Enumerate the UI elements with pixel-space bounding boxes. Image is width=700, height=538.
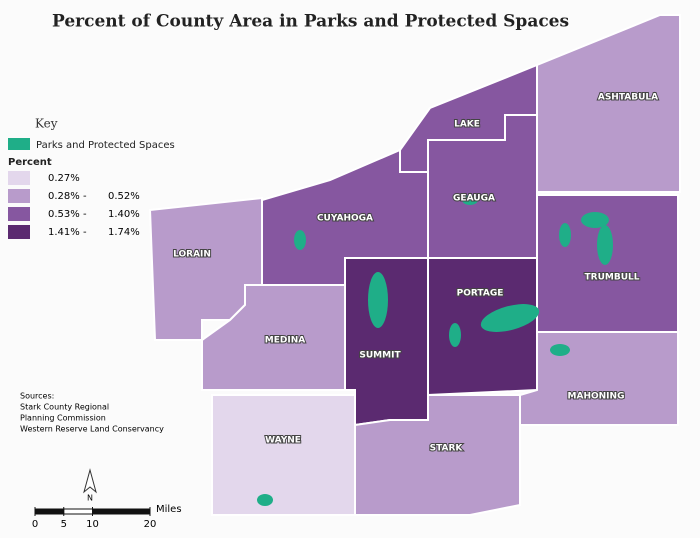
county-label: MAHONING xyxy=(568,392,625,402)
source-line: Stark County Regional xyxy=(20,403,109,412)
legend-to: 0.52% xyxy=(108,191,140,202)
scale-bar: 0 5 10 20 Miles xyxy=(32,504,182,530)
county-label: STARK xyxy=(430,444,464,454)
scale-label: 20 xyxy=(144,519,157,530)
legend-to: 1.74% xyxy=(108,227,140,238)
title: Percent of County Area in Parks and Prot… xyxy=(52,12,569,32)
scale-segment xyxy=(63,508,93,515)
park xyxy=(597,225,613,265)
legend-swatch xyxy=(8,207,30,221)
parks-swatch xyxy=(8,138,30,150)
county-label: MEDINA xyxy=(265,336,305,346)
park xyxy=(257,494,273,506)
legend-from: 0.28% - xyxy=(48,191,87,202)
scale-segment xyxy=(92,508,151,515)
legend-from: 0.27% xyxy=(48,173,80,184)
north-label: N xyxy=(87,494,93,503)
legend: 0.27% 0.28% - 0.52% 0.53% - 1.40% 1.41% - 1.74… xyxy=(8,171,140,239)
scale-unit: Miles xyxy=(156,504,182,515)
park xyxy=(368,272,388,328)
park xyxy=(480,304,540,332)
county-label: ASHTABULA xyxy=(598,93,658,103)
county-label: LORAIN xyxy=(173,250,211,260)
park xyxy=(449,323,461,347)
county xyxy=(344,257,429,427)
scale-label: 10 xyxy=(86,519,99,530)
legend-swatch xyxy=(8,189,30,203)
park xyxy=(294,230,306,250)
legend-from: 1.41% - xyxy=(48,227,87,238)
source-line: Sources: xyxy=(20,392,54,401)
legend-swatch xyxy=(8,225,30,239)
county-labels: ASHTABULA LAKE GEAUGA CUYAHOGA LORAIN MEDINA S… xyxy=(172,92,659,455)
county xyxy=(201,284,346,391)
county-label: SUMMIT xyxy=(359,351,401,361)
source-line: Planning Commission xyxy=(20,414,106,423)
county-label: WAYNE xyxy=(265,436,301,446)
source-line: Western Reserve Land Conservancy xyxy=(20,425,164,434)
county xyxy=(519,331,679,426)
north-arrow xyxy=(83,468,97,494)
county-label: GEAUGA xyxy=(453,194,495,204)
scale-label: 0 xyxy=(32,519,38,530)
park xyxy=(559,223,571,247)
legend-to: 1.40% xyxy=(108,209,140,220)
county-label: TRUMBULL xyxy=(585,273,640,283)
legend-swatch xyxy=(8,171,30,185)
county xyxy=(211,394,356,516)
parks-label: Parks and Protected Spaces xyxy=(36,140,175,151)
percent-title: Percent xyxy=(8,157,52,168)
scale-segment xyxy=(34,508,65,515)
county-label: PORTAGE xyxy=(457,289,504,299)
park xyxy=(581,212,609,228)
parks xyxy=(257,195,613,506)
county-label: LAKE xyxy=(454,120,480,130)
park xyxy=(462,195,478,205)
key-title: Key xyxy=(35,117,58,131)
park xyxy=(550,344,570,356)
county xyxy=(354,394,521,516)
scale-label: 5 xyxy=(61,519,67,530)
county-label: CUYAHOGA xyxy=(317,214,373,224)
sources: Sources: Stark County Regional Planning Co… xyxy=(20,392,164,434)
legend-from: 0.53% - xyxy=(48,209,87,220)
